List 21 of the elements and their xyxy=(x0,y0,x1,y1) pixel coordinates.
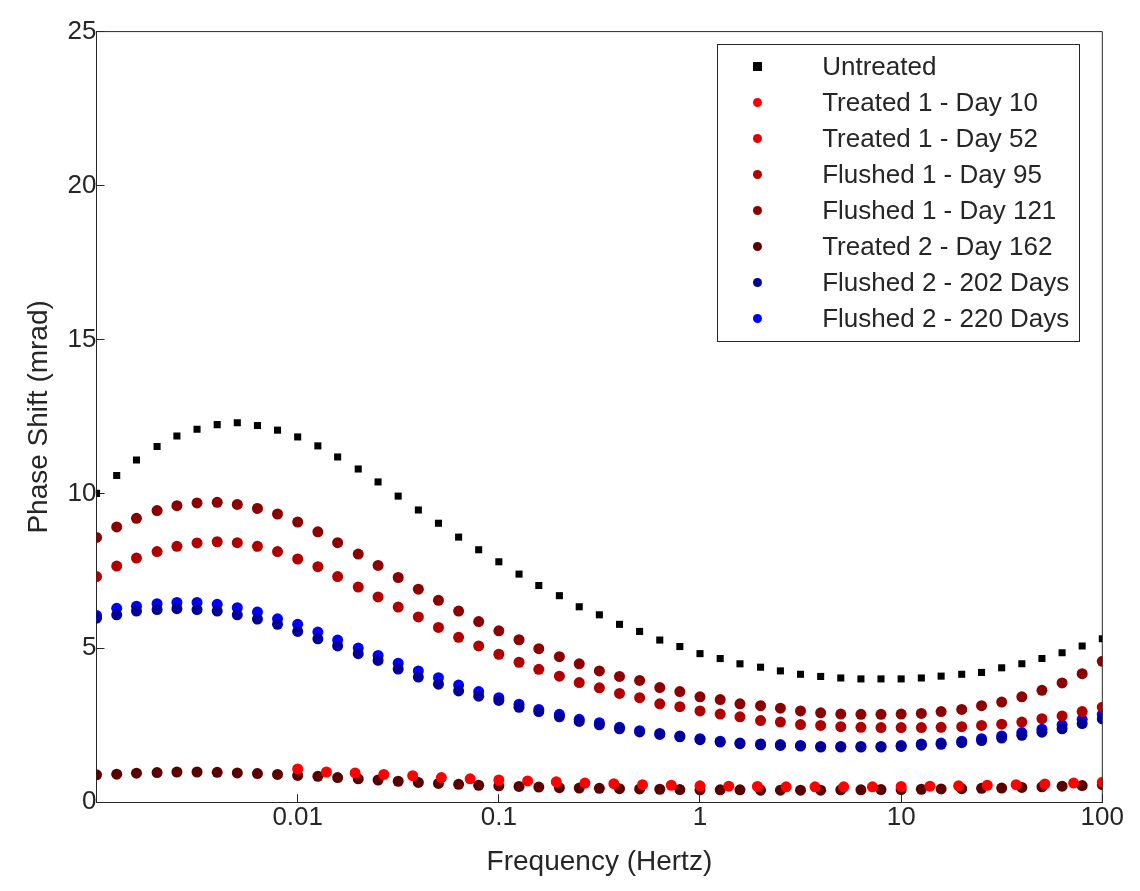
legend-label: Treated 2 - Day 162 xyxy=(822,231,1053,263)
legend-label: Flushed 1 - Day 121 xyxy=(822,195,1057,227)
legend-label: Flushed 2 - 202 Days xyxy=(822,267,1070,299)
legend-label: Treated 1 - Day 52 xyxy=(822,123,1038,155)
x-tick-label: 1 xyxy=(692,800,708,831)
x-tick-label: 0.01 xyxy=(272,800,323,831)
legend-label: Flushed 2 - 220 Days xyxy=(822,303,1070,335)
x-tick-label: 100 xyxy=(1080,800,1125,831)
y-tick-label: 20 xyxy=(67,168,97,199)
y-tick-label: 0 xyxy=(82,785,97,816)
y-tick-label: 15 xyxy=(67,323,97,354)
y-tick-label: 25 xyxy=(67,14,97,45)
x-tick-label: 0.1 xyxy=(480,800,517,831)
x-tick-label: 10 xyxy=(886,800,916,831)
y-tick-label: 5 xyxy=(82,631,97,662)
y-tick-label: 10 xyxy=(67,477,97,508)
legend-label: Treated 1 - Day 10 xyxy=(822,87,1038,119)
legend-label: Flushed 1 - Day 95 xyxy=(822,159,1042,191)
legend-label: Untreated xyxy=(822,51,937,83)
y-axis-title: Phase Shift (mrad) xyxy=(21,300,53,534)
x-axis-title: Frequency (Hertz) xyxy=(486,844,713,876)
